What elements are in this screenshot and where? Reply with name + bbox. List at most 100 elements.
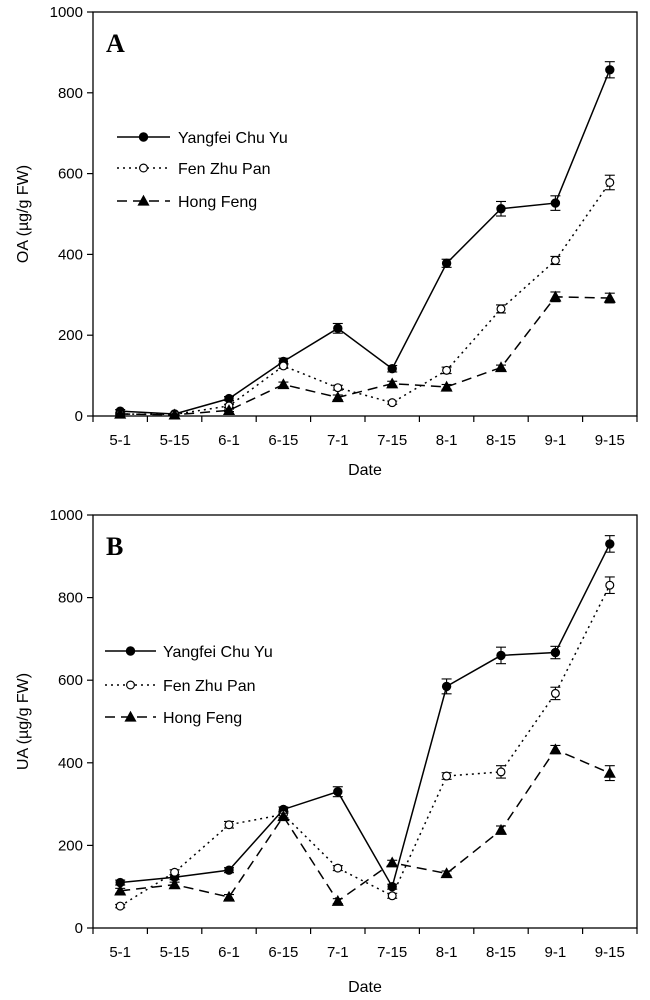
y-tick-label: 400 — [58, 246, 83, 263]
x-tick-label: 9-1 — [545, 944, 567, 961]
legend-marker — [139, 163, 149, 173]
x-tick-label: 7-1 — [327, 432, 349, 449]
data-point — [603, 766, 616, 778]
x-tick-label: 8-15 — [486, 432, 516, 449]
x-axis-title: Date — [348, 979, 382, 996]
data-point — [496, 767, 506, 777]
x-tick-label: 9-1 — [545, 432, 567, 449]
legend-item-hong-feng: Hong Feng — [105, 710, 242, 727]
x-axis-title: Date — [348, 462, 382, 479]
series-hong-feng — [114, 290, 616, 420]
x-tick-label: 9-15 — [595, 432, 625, 449]
data-point — [496, 204, 506, 214]
data-point — [387, 882, 397, 892]
y-axis-title: UA (µg/g FW) — [15, 673, 32, 770]
y-tick-label: 1000 — [50, 4, 83, 21]
data-point — [224, 820, 234, 830]
data-point — [115, 901, 125, 911]
data-point — [549, 290, 562, 302]
data-point — [333, 383, 343, 393]
x-tick-label: 5-1 — [109, 432, 131, 449]
x-tick-label: 6-15 — [268, 432, 298, 449]
y-tick-label: 400 — [58, 755, 83, 772]
x-tick-label: 5-1 — [109, 944, 131, 961]
data-point — [440, 867, 453, 879]
y-tick-label: 800 — [58, 85, 83, 102]
data-point — [494, 361, 508, 373]
data-point — [331, 894, 344, 906]
data-point — [440, 380, 453, 392]
x-tick-label: 6-1 — [218, 944, 240, 961]
data-point — [168, 878, 181, 890]
x-tick-label: 8-15 — [486, 944, 516, 961]
y-tick-label: 0 — [75, 408, 83, 425]
y-tick-label: 600 — [58, 166, 83, 183]
data-point — [331, 391, 344, 403]
y-tick-label: 1000 — [50, 507, 83, 524]
data-point — [277, 810, 290, 822]
series-line — [120, 69, 611, 415]
data-point — [170, 867, 180, 877]
y-tick-label: 0 — [75, 920, 83, 937]
y-tick-label: 200 — [58, 327, 83, 344]
data-point — [387, 398, 397, 408]
data-point — [224, 865, 234, 875]
data-point — [441, 258, 452, 268]
data-point — [333, 787, 343, 797]
x-tick-label: 6-15 — [268, 944, 298, 961]
x-tick-label: 8-1 — [436, 432, 458, 449]
data-point — [550, 647, 561, 658]
data-point — [442, 771, 452, 781]
series-fen-zhu-pan — [115, 576, 615, 911]
data-point — [441, 681, 452, 692]
x-tick-label: 7-15 — [377, 432, 407, 449]
data-point — [549, 743, 562, 755]
data-point — [386, 377, 399, 389]
data-point — [114, 884, 127, 896]
x-tick-label: 7-15 — [377, 944, 407, 961]
series-line — [120, 296, 610, 416]
chart-panel-b: 0 200 400 600 800 1000 5-1 5-15 6-1 6-15 7-1 7-15 8-… — [15, 507, 638, 996]
legend-label: Hong Feng — [178, 194, 257, 211]
legend-item-fen-zhu-pan: Fen Zhu Pan — [105, 678, 256, 695]
legend-label: Yangfei Chu Yu — [163, 644, 273, 661]
data-point — [222, 890, 236, 902]
data-point — [442, 365, 452, 375]
x-tick-label: 6-1 — [218, 432, 240, 449]
legend-label: Fen Zhu Pan — [178, 161, 271, 178]
series-yangfei-chu-yu — [115, 61, 615, 419]
data-point — [550, 688, 560, 698]
series-line — [120, 748, 611, 903]
x-tick-label: 9-15 — [595, 944, 625, 961]
data-point — [550, 198, 561, 208]
panel-label: B — [106, 532, 123, 561]
data-point — [605, 539, 615, 549]
x-tick-label: 7-1 — [327, 944, 349, 961]
data-point — [494, 823, 508, 835]
y-axis-title: OA (µg/g FW) — [15, 165, 32, 263]
series-hong-feng — [114, 743, 616, 906]
legend-marker — [125, 680, 135, 690]
legend-item-yangfei-chu-yu: Yangfei Chu Yu — [117, 130, 288, 147]
data-point — [114, 407, 127, 419]
data-point — [496, 304, 506, 314]
legend-item-fen-zhu-pan: Fen Zhu Pan — [117, 161, 271, 178]
y-tick-label: 200 — [58, 837, 83, 854]
legend-label: Yangfei Chu Yu — [178, 130, 288, 147]
data-point — [605, 580, 615, 590]
data-point — [496, 650, 506, 661]
data-point — [278, 361, 288, 371]
x-tick-label: 5-15 — [160, 432, 190, 449]
y-tick-label: 600 — [58, 672, 83, 689]
legend-label: Hong Feng — [163, 710, 242, 727]
data-point — [603, 291, 616, 303]
data-point — [333, 323, 343, 334]
legend-item-hong-feng: Hong Feng — [117, 194, 257, 211]
chart-panel-a: 0 200 400 600 800 1000 5-1 5-15 6-1 6-15 7-1 7-15 8-… — [15, 4, 638, 479]
data-point — [605, 177, 615, 187]
legend-marker — [124, 710, 137, 722]
panel-label: A — [106, 29, 125, 58]
series-line — [120, 182, 611, 416]
legend-item-yangfei-chu-yu: Yangfei Chu Yu — [105, 644, 273, 661]
